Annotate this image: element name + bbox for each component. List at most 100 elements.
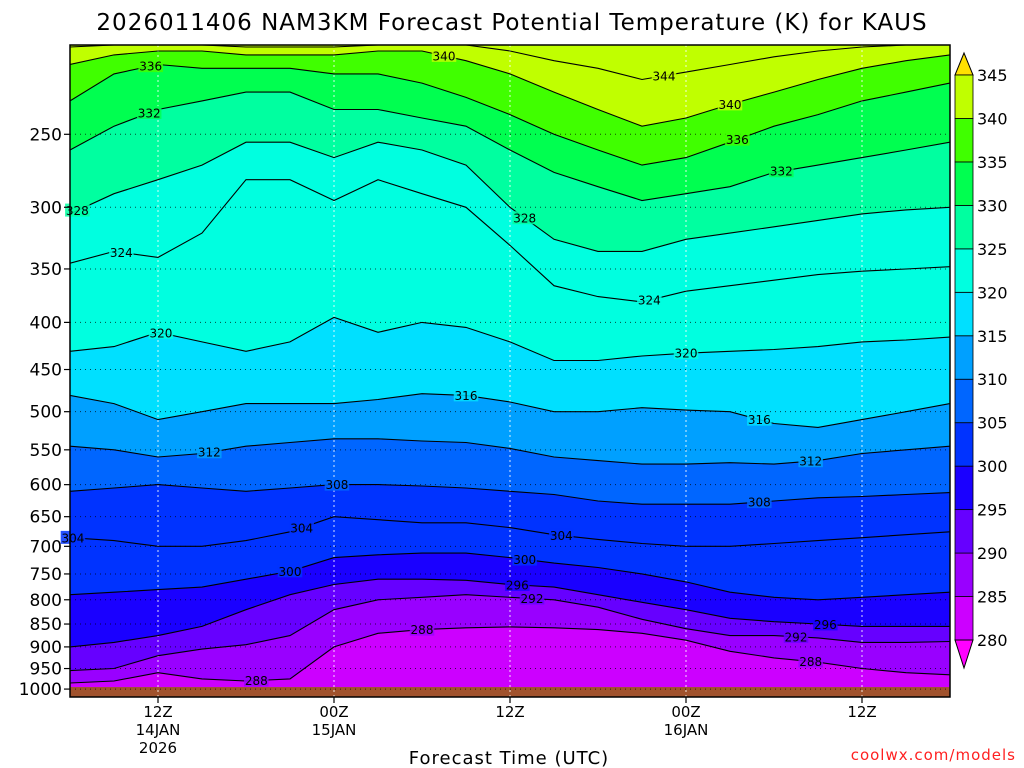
contour-label-bg xyxy=(277,564,303,578)
contour-label: 320 xyxy=(149,326,172,340)
colorbar-segment xyxy=(954,335,974,380)
band-10 xyxy=(70,142,950,302)
contour-label: 288 xyxy=(799,655,822,669)
contour-label: 312 xyxy=(799,455,822,469)
y-tick-label: 450 xyxy=(30,361,62,381)
contour-label: 304 xyxy=(550,529,573,543)
contour-label: 304 xyxy=(290,521,313,535)
colorbar-segment xyxy=(954,596,974,641)
contour-label: 304 xyxy=(61,531,84,545)
contour-label-bg xyxy=(197,445,222,459)
isentrope-300 xyxy=(70,552,950,601)
contour-label: 300 xyxy=(513,553,536,567)
contour-label: 316 xyxy=(455,389,478,403)
contour-label-bg xyxy=(519,591,545,605)
contour-label-bg xyxy=(747,412,772,426)
colorbar-label: 305 xyxy=(977,414,1008,433)
y-tick-label: 950 xyxy=(30,660,62,680)
contour-label-bg xyxy=(798,454,823,468)
isentrope-328 xyxy=(70,141,950,252)
contour-label: 300 xyxy=(279,565,302,579)
contour-label-bg xyxy=(148,325,174,339)
colorbar-label: 315 xyxy=(977,327,1008,346)
colorbar-segment xyxy=(954,378,974,424)
contour-label-bg xyxy=(673,346,699,360)
contour-label: 308 xyxy=(748,496,771,510)
contour-label: 324 xyxy=(110,246,133,260)
y-tick-label: 500 xyxy=(30,403,62,423)
x-tick-label: 12Z xyxy=(143,703,172,721)
contour-label: 344 xyxy=(653,69,676,83)
contour-label-bg xyxy=(505,577,530,591)
colorbar-segment xyxy=(954,248,974,293)
contour-label-bg xyxy=(637,293,662,307)
colorbar-label: 300 xyxy=(977,457,1008,476)
y-tick-label: 1000 xyxy=(19,680,62,700)
contour-label: 336 xyxy=(726,133,749,147)
contour-label-bg xyxy=(136,105,162,119)
contour-label-bg xyxy=(783,629,809,643)
chart-title: 2026011406 NAM3KM Forecast Potential Tem… xyxy=(96,10,927,36)
colorbar-top-arrow xyxy=(954,51,974,76)
colorbar-segment xyxy=(954,74,974,119)
y-tick-label: 750 xyxy=(30,565,62,585)
contour-label-bg xyxy=(109,245,134,259)
x-tick-label: 12Z xyxy=(847,703,876,721)
y-tick-label: 600 xyxy=(30,476,62,496)
contour-label-bg xyxy=(65,203,90,217)
contour-label: 324 xyxy=(638,294,661,308)
contour-label: 292 xyxy=(521,592,544,606)
contour-label: 320 xyxy=(675,347,698,361)
contour-label-bg xyxy=(813,617,838,631)
colorbar-bottom-arrow xyxy=(954,639,974,670)
band-2 xyxy=(70,579,950,671)
contour-label: 328 xyxy=(513,212,536,226)
band-1 xyxy=(70,594,950,683)
x-tick-label: 12Z xyxy=(495,703,524,721)
colorbar: 280 285 290 295 300 305 310 315 320 325 330 335 340 3… xyxy=(954,51,1008,670)
band-8 xyxy=(70,317,950,428)
colorbar-segment xyxy=(954,161,974,206)
isentrope-316 xyxy=(70,393,950,428)
colorbar-segment xyxy=(954,422,974,467)
colorbar-label: 325 xyxy=(977,240,1008,259)
credit-text[interactable]: coolwx.com/models xyxy=(851,746,1016,764)
contour-label-bg xyxy=(512,211,537,225)
contour-label: 332 xyxy=(770,165,793,179)
contour-label: 288 xyxy=(245,674,268,688)
contour-label: 316 xyxy=(748,413,771,427)
contour-label: 296 xyxy=(506,578,529,592)
contour-label: 340 xyxy=(433,49,456,63)
x-tick-year: 2026 xyxy=(139,739,177,757)
contour-label-bg xyxy=(324,477,350,491)
contour-label-bg xyxy=(431,48,457,62)
band-4 xyxy=(70,516,950,600)
contour-label: 308 xyxy=(325,478,348,492)
colorbar-label: 345 xyxy=(977,66,1008,85)
contour-label-bg xyxy=(289,520,314,534)
colorbar-segment xyxy=(954,291,974,337)
x-tick-label: 00Z xyxy=(319,703,348,721)
y-tick-label: 400 xyxy=(30,313,62,333)
contour-label-bg xyxy=(717,97,743,111)
isentrope-332 xyxy=(70,91,950,202)
colorbar-label: 335 xyxy=(977,153,1008,172)
isentrope-304 xyxy=(70,516,950,547)
y-tick-label: 700 xyxy=(30,537,62,557)
colorbar-label: 320 xyxy=(977,283,1008,302)
colorbar-segment xyxy=(954,465,974,511)
colorbar-label: 285 xyxy=(977,588,1008,607)
contour-label: 340 xyxy=(719,98,742,112)
ground-surface xyxy=(70,687,950,697)
contour-label-bg xyxy=(138,59,163,73)
y-axis: 250 300 350 400 450 500 550 600 650 700 750 800 850 9… xyxy=(19,125,70,700)
contour-label-bg xyxy=(798,654,823,668)
contour-label: 332 xyxy=(138,106,161,120)
band-14 xyxy=(70,45,950,127)
contour-label-bg xyxy=(453,388,479,402)
colorbar-label: 295 xyxy=(977,501,1008,520)
colorbar-label: 330 xyxy=(977,196,1008,215)
contour-label: 336 xyxy=(139,60,162,74)
colorbar-label: 290 xyxy=(977,544,1008,563)
contour-label: 328 xyxy=(66,204,89,218)
